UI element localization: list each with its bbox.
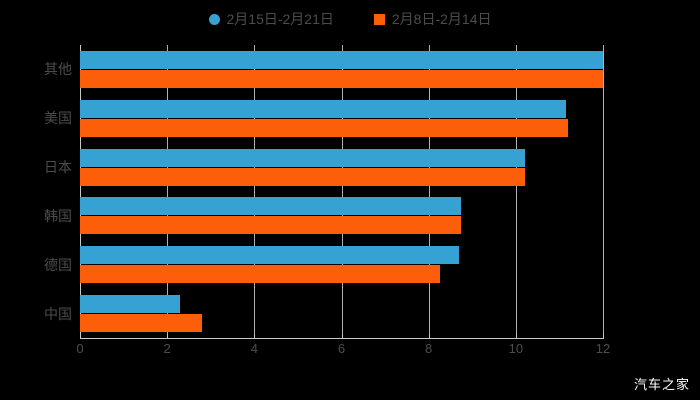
watermark: 汽车之家 (633, 377, 690, 392)
y-axis-label-日本: 日本 (44, 159, 72, 176)
legend-label-series-0: 2月15日-2月21日 (226, 11, 334, 27)
bar-德国-series-1[interactable] (80, 265, 440, 284)
x-axis-tick-6 (341, 334, 343, 339)
bar-韩国-series-1[interactable] (80, 216, 462, 235)
x-axis-tick-2 (167, 334, 169, 339)
legend-entry-series-1[interactable]: 2月8日-2月14日 (373, 11, 492, 27)
legend-swatch-circle-icon (208, 13, 220, 25)
x-axis-label-2: 2 (163, 341, 171, 356)
x-axis-label-12: 12 (595, 341, 611, 356)
gridline-2 (167, 45, 169, 338)
gridline-12 (603, 45, 604, 338)
y-axis-label-韩国: 韩国 (44, 207, 72, 224)
y-axis-label-其他: 其他 (44, 61, 72, 78)
bar-韩国-series-0[interactable] (80, 197, 462, 216)
y-axis-label-中国: 中国 (44, 305, 72, 322)
y-axis-label-德国: 德国 (44, 256, 72, 273)
x-axis-label-6: 6 (337, 341, 346, 356)
x-axis-tick-4 (254, 334, 256, 339)
bar-其他-series-1[interactable] (80, 69, 603, 88)
x-axis-tick-12 (603, 334, 604, 339)
x-axis-tick-8 (428, 334, 430, 339)
bar-日本-series-0[interactable] (80, 148, 525, 167)
plot-area (80, 45, 604, 338)
bar-德国-series-0[interactable] (80, 246, 460, 265)
y-axis-label-美国: 美国 (44, 110, 72, 127)
bar-日本-series-1[interactable] (80, 167, 525, 186)
gridline-10 (515, 45, 517, 338)
x-axis: 0 2 4 6 8 10 12 (76, 334, 610, 368)
gridline-0 (80, 45, 81, 338)
legend-label-series-1: 2月8日-2月14日 (391, 11, 492, 27)
x-axis-label-10: 10 (508, 341, 524, 356)
gridline-6 (341, 45, 343, 338)
bar-美国-series-1[interactable] (80, 118, 569, 137)
x-axis-label-8: 8 (425, 341, 433, 356)
legend-entry-series-0[interactable]: 2月15日-2月21日 (208, 11, 334, 27)
bar-中国-series-1[interactable] (80, 314, 203, 333)
x-axis-tick-0 (80, 334, 81, 339)
x-axis-label-0: 0 (76, 341, 84, 356)
chart-legend: 2月15日-2月21日 2月8日-2月14日 (0, 12, 700, 26)
bar-其他-series-0[interactable] (80, 50, 603, 69)
x-axis-tick-10 (515, 334, 517, 339)
legend-swatch-square-icon (373, 13, 385, 25)
x-axis-label-4: 4 (250, 341, 258, 356)
bar-美国-series-0[interactable] (80, 99, 566, 118)
gridline-4 (254, 45, 256, 338)
bar-中国-series-0[interactable] (80, 295, 181, 314)
y-axis-labels: 中国 德国 韩国 日本 美国 其他 (0, 45, 72, 338)
gridline-8 (428, 45, 430, 338)
